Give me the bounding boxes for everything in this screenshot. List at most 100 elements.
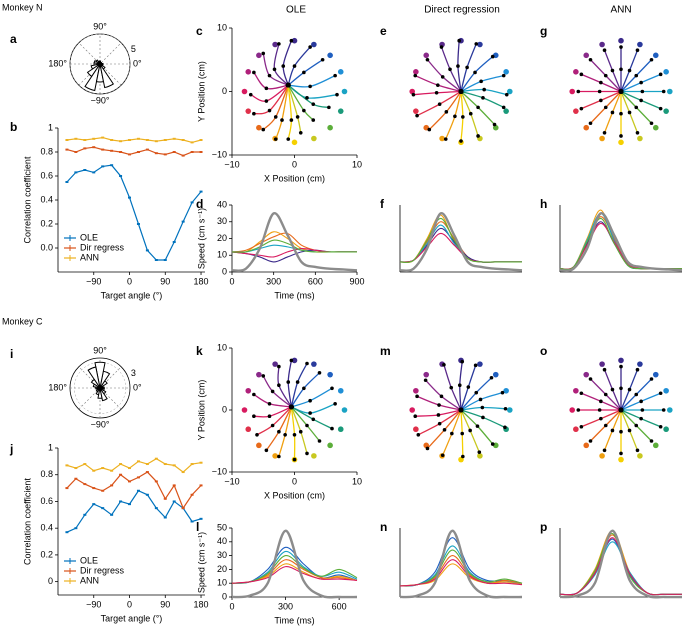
trajectory-point: [468, 428, 472, 433]
target: [272, 361, 278, 367]
trajectory-point: [634, 392, 639, 397]
trajectory-point: [292, 433, 297, 437]
y-tick-label: 40: [217, 536, 227, 546]
x-axis-label: X Position (cm): [264, 173, 325, 183]
rose-wedge: [90, 378, 101, 389]
trajectory-point: [292, 457, 297, 462]
series-line: [66, 146, 202, 157]
trajectory-point: [477, 450, 482, 454]
legend-label: Dir regress: [80, 242, 125, 252]
trajectory-point: [503, 425, 507, 430]
target: [569, 88, 575, 95]
y-tick-label: 0.4: [40, 523, 53, 533]
trajectory-point: [634, 105, 639, 110]
y-tick-label: −10: [212, 149, 227, 159]
trajectory-point: [476, 105, 480, 110]
trajectory-point: [443, 137, 448, 141]
trajectory-point: [639, 416, 643, 421]
trajectory-point: [286, 137, 291, 141]
target: [663, 69, 669, 75]
target: [341, 88, 348, 95]
trajectory-point: [286, 380, 291, 384]
trajectory-point: [277, 383, 281, 388]
target: [477, 453, 483, 459]
trajectory-point: [661, 408, 666, 412]
trajectory-point: [599, 399, 603, 404]
trajectory-point: [305, 451, 309, 456]
trajectory-point: [588, 57, 593, 62]
x-axis-label: Time (ms): [274, 615, 314, 625]
x-tick-label: 90: [160, 276, 170, 286]
column-header: ANN: [610, 5, 631, 16]
trajectory-point: [474, 390, 479, 395]
trajectory-point: [468, 111, 473, 116]
trajectory-point: [489, 375, 494, 380]
trajectory: [425, 379, 462, 411]
target: [327, 442, 333, 449]
trajectory-point: [440, 453, 445, 458]
trajectory-point: [476, 134, 480, 138]
trajectory-point: [602, 48, 607, 53]
trajectory-point: [482, 87, 486, 92]
trajectory-point: [639, 98, 643, 103]
trajectory-point: [281, 64, 286, 68]
target: [583, 371, 590, 378]
trajectory-point: [280, 118, 284, 122]
x-tick-label: 10: [352, 476, 362, 486]
speed-curve: [559, 212, 683, 272]
y-tick-label: 0: [222, 404, 227, 414]
y-tick-label: 0: [222, 591, 227, 601]
target: [573, 69, 579, 75]
trajectory-point: [277, 429, 281, 434]
trajectory-point: [289, 118, 294, 122]
trajectory-point: [425, 446, 430, 451]
target: [637, 361, 643, 367]
target: [652, 442, 659, 449]
trajectory-point: [453, 114, 457, 119]
trajectory-point: [610, 387, 615, 392]
speed-curve: [399, 529, 523, 599]
trajectory-point: [288, 404, 294, 410]
polar-angle-label: −90°: [91, 95, 110, 105]
x-tick-label: −90: [86, 276, 101, 286]
trajectory-point: [618, 407, 624, 413]
trajectory-point: [634, 423, 639, 428]
trajectory-point: [252, 414, 256, 419]
trajectory-point: [579, 106, 584, 111]
target: [245, 108, 252, 114]
y-tick-label: 0: [222, 86, 227, 96]
target: [663, 426, 669, 433]
trajectory-point: [450, 431, 454, 436]
trajectory-point: [248, 92, 253, 97]
panel-letter: n: [380, 520, 387, 534]
target: [507, 88, 513, 95]
target: [291, 37, 298, 44]
speed-curve: [559, 529, 683, 599]
trajectory-point: [602, 130, 607, 135]
polar-angle-label: 0°: [133, 58, 142, 68]
trajectory-point: [320, 57, 325, 62]
trajectory-point: [277, 454, 281, 459]
trajectory-point: [311, 417, 316, 422]
trajectory-point: [492, 122, 497, 127]
trajectory-point: [588, 121, 593, 126]
y-tick-label: 10: [217, 342, 227, 352]
x-tick-label: −10: [224, 159, 239, 169]
target: [667, 407, 673, 413]
target: [341, 407, 348, 413]
trajectory-point: [504, 92, 509, 97]
trajectory-point: [308, 45, 312, 49]
trajectory-point: [640, 89, 645, 94]
target: [663, 387, 669, 394]
section-label: Monkey C: [2, 316, 43, 326]
target: [618, 357, 624, 364]
x-axis-label: Time (ms): [274, 290, 314, 300]
trajectory-point: [619, 429, 623, 434]
trajectory-point: [261, 127, 266, 132]
target: [583, 124, 590, 131]
trajectory-point: [503, 406, 508, 411]
x-tick-label: 90: [160, 599, 170, 609]
target: [413, 108, 419, 114]
speed-curve: [231, 212, 358, 272]
target: [337, 108, 344, 114]
